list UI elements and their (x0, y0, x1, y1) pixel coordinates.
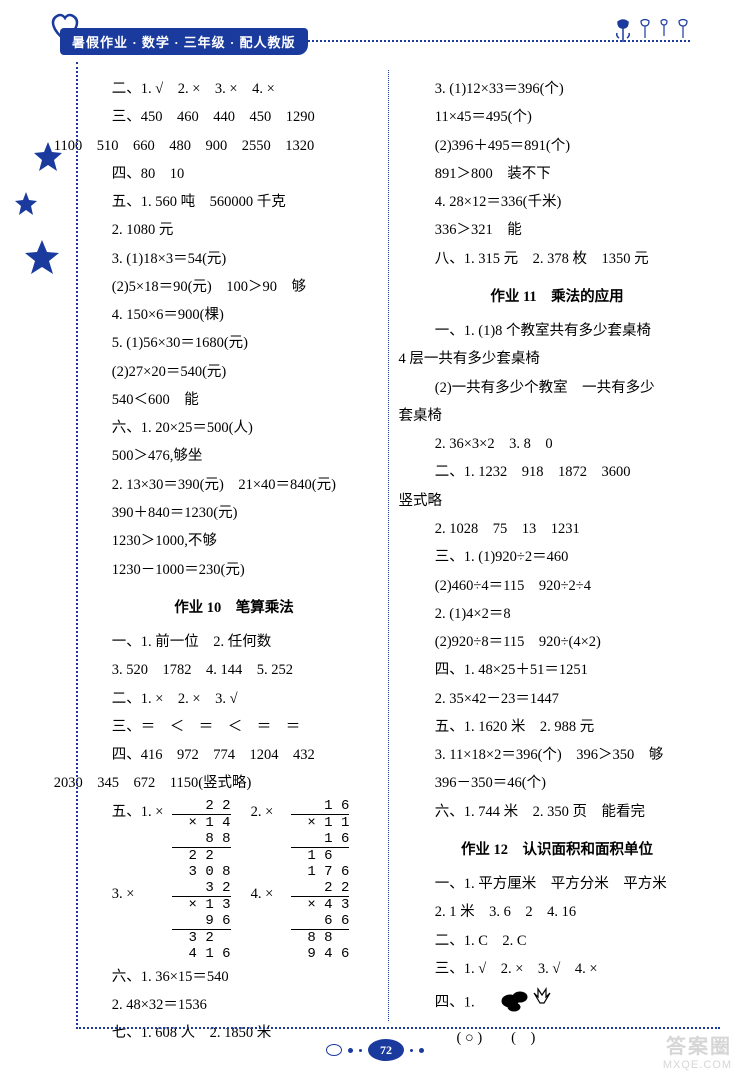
vertical-calc: 1 6 × 1 1 1 6 1 6 1 7 6 (291, 798, 350, 880)
text-line: 2. 36×3×2 3. 8 0 (413, 430, 701, 458)
calc-row: 五、1. × 2 2 × 1 4 8 8 2 2 3 0 8 2. × 1 6 … (112, 798, 378, 880)
text-line: 一、1. 前一位 2. 任何数 (90, 628, 378, 656)
bottom-dotted-border (76, 1027, 720, 1029)
text-line: 396－350＝46(个) (413, 769, 701, 797)
text-line: 1100 510 660 480 900 2550 1320 (54, 132, 378, 160)
vertical-calc: 2 2 × 1 4 8 8 2 2 3 0 8 (172, 798, 231, 880)
content-columns: 二、1. √ 2. × 3. × 4. × 三、450 460 440 450 … (90, 75, 710, 1052)
text-line: 四、1. (413, 983, 701, 1023)
text-line: 套桌椅 (399, 402, 702, 430)
tulip-decoration (614, 18, 690, 44)
text-line: 1230＞1000,不够 (90, 527, 378, 555)
text-line: 2. (1)4×2＝8 (413, 600, 701, 628)
page-number: 72 (326, 1039, 424, 1061)
header-title: 暑假作业 · 数学 · 三年级 · 配人教版 (60, 28, 308, 55)
text-line: 一、1. (1)8 个教室共有多少套桌椅 (413, 317, 701, 345)
text-line: 四、416 972 774 1204 432 (90, 741, 378, 769)
text-line: 2. 1080 元 (90, 216, 378, 244)
calc-label: 3. × (112, 880, 172, 908)
text-line: 3. 520 1782 4. 144 5. 252 (90, 656, 378, 684)
text-line: 四、1. 48×25＋51＝1251 (413, 656, 701, 684)
dot-icon (419, 1048, 424, 1053)
text-line: 2030 345 672 1150(竖式略) (54, 769, 378, 797)
text-line: 5. (1)56×30＝1680(元) (90, 329, 378, 357)
text-line: 六、1. 20×25＝500(人) (90, 414, 378, 442)
star-decoration (8, 130, 78, 295)
watermark-cn: 答案圈 (663, 1030, 732, 1059)
page: 暑假作业 · 数学 · 三年级 · 配人教版 二、1. √ 2. × 3. × … (0, 0, 750, 1081)
text-line: 390＋840＝1230(元) (90, 499, 378, 527)
right-column: 3. (1)12×33＝396(个) 11×45＝495(个) (2)396＋4… (413, 75, 701, 1052)
text-line: (2)920÷8＝115 920÷(4×2) (413, 628, 701, 656)
text-line: 2. 1 米 3. 6 2 4. 16 (413, 898, 701, 926)
text-line: 336＞321 能 (413, 216, 701, 244)
section-title: 作业 10 笔算乘法 (90, 594, 378, 622)
vertical-calc: 3 2 × 1 3 9 6 3 2 4 1 6 (172, 880, 231, 962)
text-line: 八、1. 315 元 2. 378 枚 1350 元 (413, 245, 701, 273)
watermark: 答案圈 MXQE.COM (663, 1030, 732, 1071)
watermark-en: MXQE.COM (663, 1059, 732, 1071)
text-line: 二、1. × 2. × 3. √ (90, 685, 378, 713)
leaf-icon (478, 983, 560, 1023)
text-line: 3. 11×18×2＝396(个) 396＞350 够 (413, 741, 701, 769)
text-line: 4. 28×12＝336(千米) (413, 188, 701, 216)
calc-label: 2. × (251, 798, 291, 826)
calc-label: 4. × (251, 880, 291, 908)
section-title: 作业 11 乘法的应用 (413, 283, 701, 311)
text-line: 六、1. 744 米 2. 350 页 能看完 (413, 798, 701, 826)
text-line: 六、1. 36×15＝540 (90, 963, 378, 991)
vertical-calc: 2 2 × 4 3 6 6 8 8 9 4 6 (291, 880, 350, 962)
text-line: 三、450 460 440 450 1290 (90, 103, 378, 131)
text-line: 三、1. (1)920÷2＝460 (413, 543, 701, 571)
text-line: 4 层一共有多少套桌椅 (399, 345, 702, 373)
text-line: (2)一共有多少个教室 一共有多少 (413, 374, 701, 402)
label: 四、1. (435, 995, 475, 1011)
text-line: 2. 13×30＝390(元) 21×40＝840(元) (90, 471, 378, 499)
calc-row: 3. × 3 2 × 1 3 9 6 3 2 4 1 6 4. × 2 2 × … (112, 880, 378, 962)
calc-label: 五、1. × (112, 798, 172, 826)
text-line: 2. 1028 75 13 1231 (413, 515, 701, 543)
text-line: (2)460÷4＝115 920÷2÷4 (413, 572, 701, 600)
text-line: 二、1. √ 2. × 3. × 4. × (90, 75, 378, 103)
text-line: 五、1. 560 吨 560000 千克 (90, 188, 378, 216)
page-number-badge: 72 (368, 1039, 404, 1061)
text-line: 二、1. C 2. C (413, 927, 701, 955)
section-title: 作业 12 认识面积和面积单位 (413, 836, 701, 864)
text-line: 三、＝ ＜ ＝ ＜ ＝ ＝ (90, 713, 378, 741)
text-line: 891＞800 装不下 (413, 160, 701, 188)
text-line: 500＞476,够坐 (90, 442, 378, 470)
text-line: 4. 150×6＝900(棵) (90, 301, 378, 329)
text-line: 2. 48×32＝1536 (90, 991, 378, 1019)
column-divider (388, 70, 389, 1021)
left-column: 二、1. √ 2. × 3. × 4. × 三、450 460 440 450 … (90, 75, 378, 1052)
text-line: 竖式略 (399, 487, 702, 515)
text-line: 3. (1)12×33＝396(个) (413, 75, 701, 103)
text-line: 2. 35×42－23＝1447 (413, 685, 701, 713)
text-line: (2)396＋495＝891(个) (413, 132, 701, 160)
text-line: 一、1. 平方厘米 平方分米 平方米 (413, 870, 701, 898)
text-line: 11×45＝495(个) (413, 103, 701, 131)
text-line: (2)5×18＝90(元) 100＞90 够 (90, 273, 378, 301)
text-line: 四、80 10 (90, 160, 378, 188)
dot-icon (410, 1049, 413, 1052)
text-line: 540＜600 能 (90, 386, 378, 414)
dot-icon (359, 1049, 362, 1052)
text-line: 1230－1000＝230(元) (90, 556, 378, 584)
text-line: 五、1. 1620 米 2. 988 元 (413, 713, 701, 741)
text-line: 三、1. √ 2. × 3. √ 4. × (413, 955, 701, 983)
text-line: (2)27×20＝540(元) (90, 358, 378, 386)
text-line: 3. (1)18×3＝54(元) (90, 245, 378, 273)
dot-icon (348, 1048, 353, 1053)
ring-icon (326, 1044, 342, 1056)
text-line: 二、1. 1232 918 1872 3600 (413, 458, 701, 486)
